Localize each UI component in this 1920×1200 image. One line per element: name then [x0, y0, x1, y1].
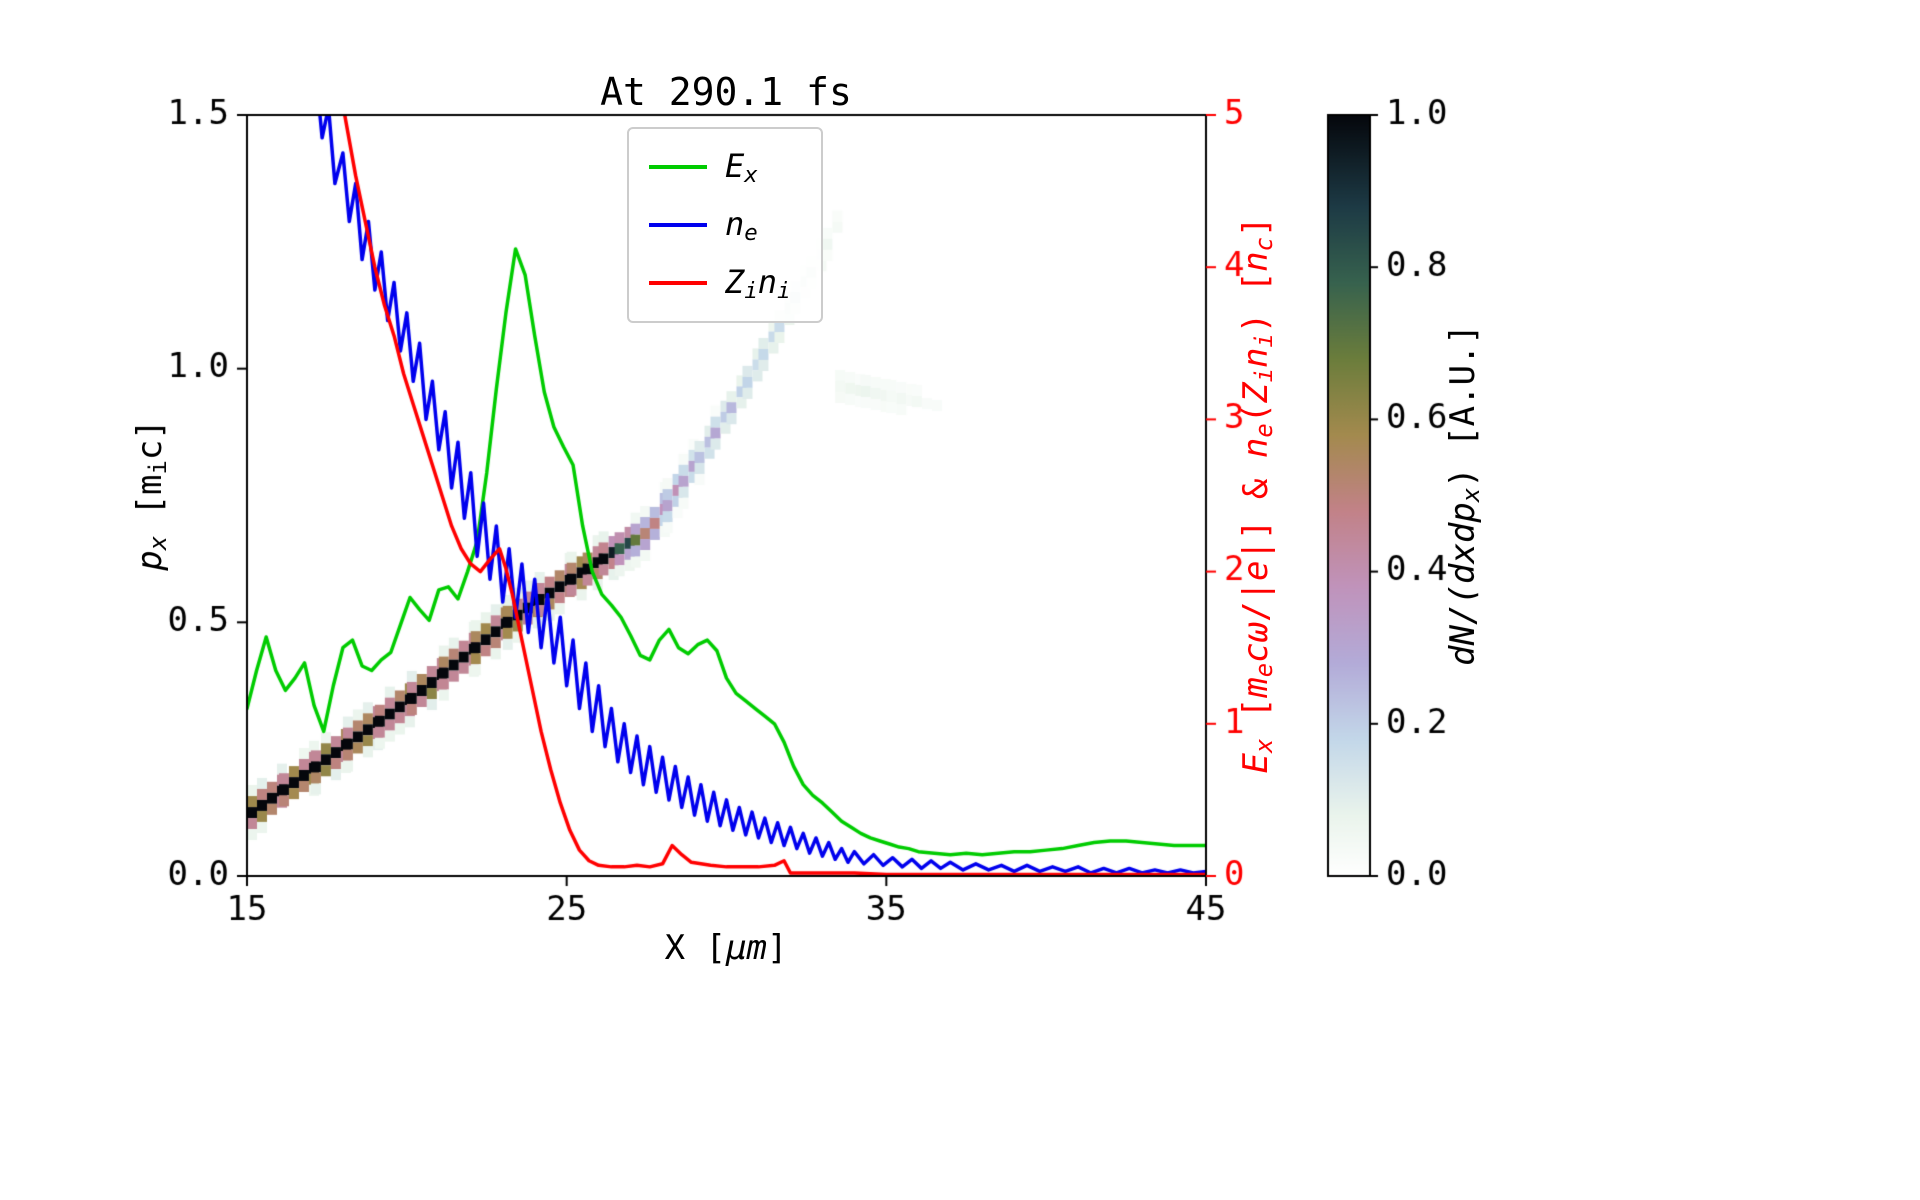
right-axis-label: Ex [mecω/|e|] & ne(Zini) [nc]	[1235, 216, 1279, 774]
ne-line-swatch	[649, 223, 707, 227]
legend: Ex ne Zini	[627, 127, 823, 323]
legend-label-ex: Ex	[725, 146, 758, 188]
legend-label-ne: ne	[725, 204, 758, 246]
x-axis-label: X [μm]	[664, 928, 788, 968]
zini-line-swatch	[649, 281, 707, 285]
colorbar-label: dN/(dxdpx) [A.U.]	[1442, 324, 1486, 666]
legend-label-zini: Zini	[725, 262, 791, 304]
legend-item-zini: Zini	[649, 261, 791, 305]
legend-item-ex: Ex	[649, 145, 791, 189]
chart-title: At 290.1 fs	[600, 70, 852, 114]
legend-item-ne: ne	[649, 203, 791, 247]
ex-line-swatch	[649, 165, 707, 169]
left-axis-label: px [mic]	[129, 419, 173, 571]
